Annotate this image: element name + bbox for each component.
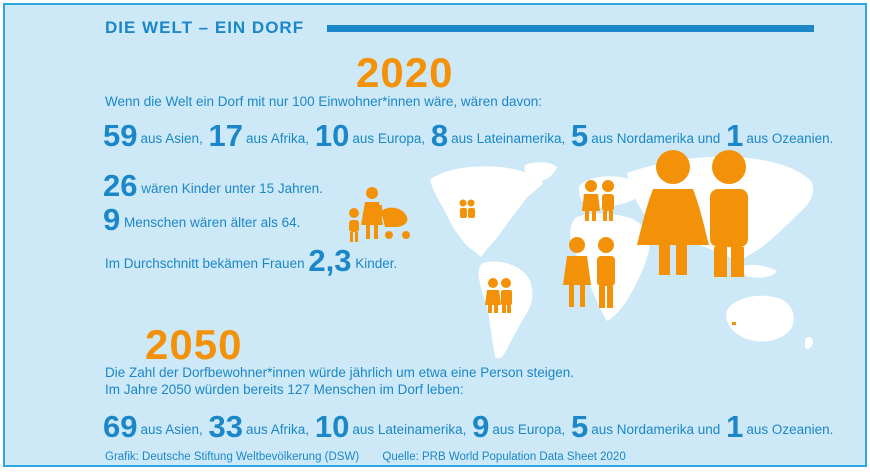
regions-2020: 59 aus Asien, 17 aus Afrika, 10 aus Europa,…	[103, 118, 835, 154]
couple-icon	[459, 199, 475, 218]
oceania-marker	[732, 322, 736, 325]
region-stat: 10 aus Lateinamerika,	[314, 409, 467, 444]
couple-icon	[637, 150, 748, 277]
greenland-shape	[524, 162, 557, 182]
region-stat: 5 aus Nordamerika und	[570, 118, 721, 153]
title-rule	[327, 25, 814, 32]
region-stat: 17 aus Afrika,	[208, 118, 310, 153]
region-stat: 69 aus Asien,	[103, 409, 203, 444]
year-2050-heading: 2050	[145, 321, 243, 368]
region-stat: 8 aus Lateinamerika,	[430, 118, 566, 153]
region-stat: 33 aus Afrika,	[208, 409, 310, 444]
footer: Grafik: Deutsche Stiftung Weltbevölkerun…	[105, 451, 646, 463]
north-america-shape	[430, 166, 543, 257]
region-stat: 1 aus Ozeanien.	[726, 409, 834, 444]
infographic: DIE WELT – EIN DORF 2020 Wenn die Welt e…	[3, 3, 867, 467]
couple-icon	[563, 237, 615, 308]
growth-text: Die Zahl der Dorfbewohner*innen würde jä…	[105, 365, 575, 380]
people-figures	[349, 150, 748, 313]
source-text: Quelle: PRB World Population Data Sheet …	[382, 451, 626, 463]
region-stat: 59 aus Asien,	[103, 118, 203, 153]
couple-icon	[582, 180, 614, 221]
australia-shape	[726, 295, 794, 342]
year-2020-heading: 2020	[356, 49, 454, 96]
couple-icon	[485, 278, 512, 313]
new-zealand-shape	[805, 336, 813, 350]
regions-2050: 69 aus Asien, 33 aus Afrika, 10 aus Lateina…	[103, 409, 835, 445]
region-stat: 1 aus Ozeanien.	[726, 118, 834, 153]
indonesia-shape	[739, 264, 777, 278]
page-title: DIE WELT – EIN DORF	[105, 18, 305, 37]
region-stat: 5 aus Nordamerika und	[570, 409, 721, 444]
total-2050-text: Im Jahre 2050 würden bereits 127 Mensche…	[105, 382, 464, 397]
credit-text: Grafik: Deutsche Stiftung Weltbevölkerun…	[105, 451, 360, 463]
children-stat: 26 wären Kinder unter 15 Jahren.	[103, 168, 323, 203]
fertility-stat: Im Durchschnitt bekämen Frauen 2,3 Kinde…	[105, 243, 398, 278]
region-stat: 9 aus Europa,	[472, 409, 566, 444]
elderly-stat: 9 Menschen wären älter als 64.	[103, 202, 301, 237]
region-stat: 10 aus Europa,	[314, 118, 426, 153]
world-map-icon	[349, 150, 814, 359]
family-icon	[349, 187, 410, 242]
continents	[430, 156, 814, 359]
intro-2020: Wenn die Welt ein Dorf mit nur 100 Einwo…	[105, 94, 542, 109]
